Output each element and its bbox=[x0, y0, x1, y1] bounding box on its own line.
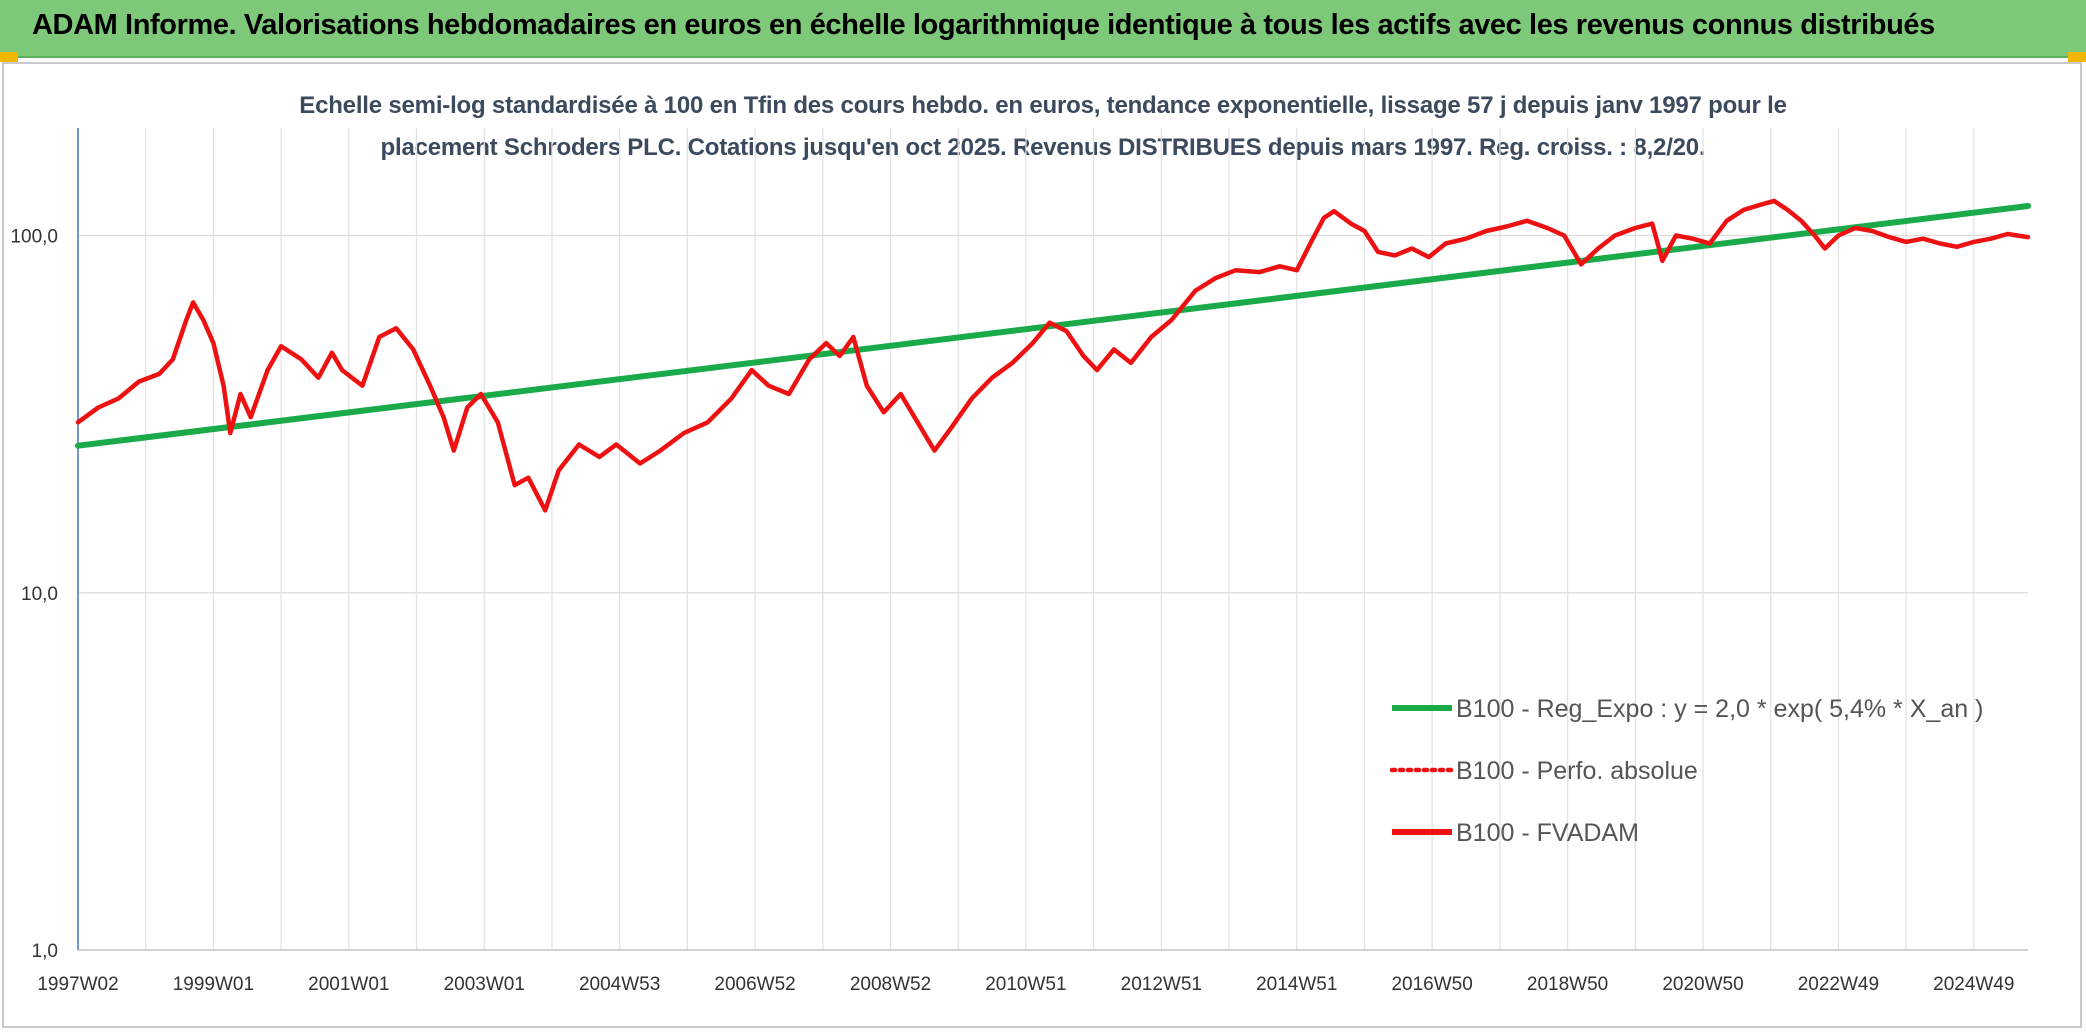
x-tick-label: 2008W52 bbox=[850, 974, 931, 995]
corner-marker-left bbox=[0, 52, 18, 62]
legend-label-3: B100 - FVADAM bbox=[1456, 819, 1639, 847]
x-tick-label: 2024W49 bbox=[1933, 974, 2014, 995]
x-tick-label: 2004W53 bbox=[579, 974, 660, 995]
x-tick-label: 2014W51 bbox=[1256, 974, 1337, 995]
chart-title-line-2: placement Schroders PLC. Cotations jusqu… bbox=[380, 134, 1706, 161]
title-bar: ADAM Informe. Valorisations hebdomadaire… bbox=[0, 0, 2086, 58]
x-tick-label: 2003W01 bbox=[444, 974, 525, 995]
y-tick-label: 100,0 bbox=[10, 227, 58, 248]
x-tick-label: 2020W50 bbox=[1662, 974, 1743, 995]
x-tick-label: 1997W02 bbox=[37, 974, 118, 995]
x-tick-label: 2016W50 bbox=[1391, 974, 1472, 995]
x-tick-label: 2006W52 bbox=[714, 974, 795, 995]
legend-label-2: B100 - Perfo. absolue bbox=[1456, 757, 1698, 785]
corner-marker-right bbox=[2068, 52, 2086, 62]
series-line-3 bbox=[75, 198, 2031, 513]
x-tick-label: 2022W49 bbox=[1798, 974, 1879, 995]
y-tick-label: 1,0 bbox=[32, 941, 58, 962]
x-tick-label: 2010W51 bbox=[985, 974, 1066, 995]
x-tick-label: 2012W51 bbox=[1121, 974, 1202, 995]
y-tick-label: 10,0 bbox=[21, 584, 58, 605]
x-tick-label: 2018W50 bbox=[1527, 974, 1608, 995]
chart-frame bbox=[2, 62, 2082, 1028]
legend-label-1: B100 - Reg_Expo : y = 2,0 * exp( 5,4% * … bbox=[1456, 695, 1983, 723]
x-tick-label: 2001W01 bbox=[308, 974, 389, 995]
x-tick-label: 1999W01 bbox=[173, 974, 254, 995]
page-title: ADAM Informe. Valorisations hebdomadaire… bbox=[32, 9, 1935, 41]
chart-title-line-1: Echelle semi-log standardisée à 100 en T… bbox=[299, 92, 1787, 119]
